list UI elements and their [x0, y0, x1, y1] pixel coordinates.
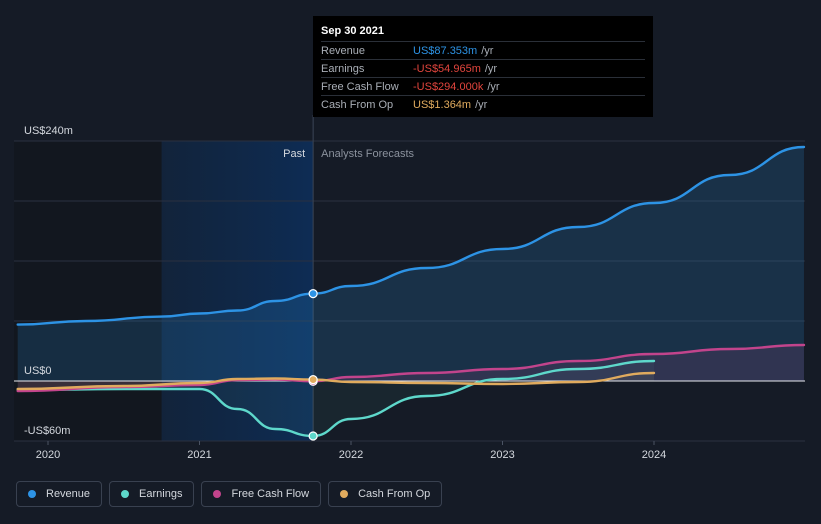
series-area-revenue: [17, 147, 804, 381]
series-line-earnings: [16, 359, 656, 438]
tooltip-value: US$87.353m: [413, 44, 478, 57]
y-tick-label: US$0: [24, 365, 52, 377]
x-tick-label: 2024: [642, 449, 666, 461]
legend-label: Cash From Op: [358, 488, 431, 500]
tooltip-unit: /yr: [487, 80, 500, 93]
legend-item-earnings[interactable]: Earnings: [109, 481, 195, 507]
tooltip-unit: /yr: [475, 98, 488, 111]
tooltip-unit: /yr: [481, 44, 494, 57]
legend-item-free-cash-flow[interactable]: Free Cash Flow: [201, 481, 322, 507]
tooltip-value: -US$294.000k: [413, 80, 484, 93]
tooltip-label: Cash From Op: [321, 98, 394, 111]
tooltip-row-cash-from-op: Cash From Op US$1.364m /yr: [321, 95, 645, 113]
tooltip-row-free-cash-flow: Free Cash Flow -US$294.000k /yr: [321, 77, 645, 95]
past-label: Past: [283, 148, 305, 160]
legend-label: Earnings: [139, 488, 183, 500]
tooltip-unit: /yr: [484, 62, 498, 75]
legend: Revenue Earnings Free Cash Flow Cash Fro…: [16, 481, 443, 507]
data-point-earnings: [308, 431, 318, 441]
tooltip: Sep 30 2021 Revenue US$87.353m /yr Earni…: [313, 16, 653, 117]
legend-item-cash-from-op[interactable]: Cash From Op: [328, 481, 443, 507]
y-tick-label: US$240m: [24, 125, 73, 137]
tooltip-label: Earnings: [321, 62, 365, 75]
forecast-label: Analysts Forecasts: [321, 148, 414, 160]
legend-dot-icon: [213, 490, 222, 498]
past-shade: [161, 141, 314, 441]
legend-dot-icon: [340, 490, 349, 498]
x-tick-label: 2021: [187, 449, 211, 461]
tooltip-row-revenue: Revenue US$87.353m /yr: [321, 41, 645, 59]
tooltip-date: Sep 30 2021: [321, 25, 384, 37]
tooltip-label: Revenue: [321, 44, 366, 57]
series-line-revenue: [16, 145, 806, 326]
legend-dot-icon: [28, 490, 36, 498]
past-background: [14, 141, 162, 441]
legend-dot-icon: [121, 490, 130, 498]
series-line-free-cash-flow: [16, 343, 806, 393]
x-tick-label: 2020: [36, 449, 60, 461]
tooltip-value: -US$54.965m: [413, 62, 481, 75]
legend-label: Revenue: [46, 488, 91, 500]
tooltip-value: US$1.364m: [413, 98, 472, 111]
x-tick-label: 2023: [490, 449, 514, 461]
x-tick-label: 2022: [339, 449, 363, 461]
legend-item-revenue[interactable]: Revenue: [16, 481, 103, 507]
data-point-cash-from-op: [308, 375, 318, 385]
data-point-revenue: [308, 289, 318, 299]
tooltip-row-earnings: Earnings -US$54.965m /yr: [321, 59, 645, 77]
tooltip-label: Free Cash Flow: [321, 80, 399, 93]
y-tick-label: -US$60m: [24, 425, 70, 437]
legend-label: Free Cash Flow: [231, 488, 310, 500]
